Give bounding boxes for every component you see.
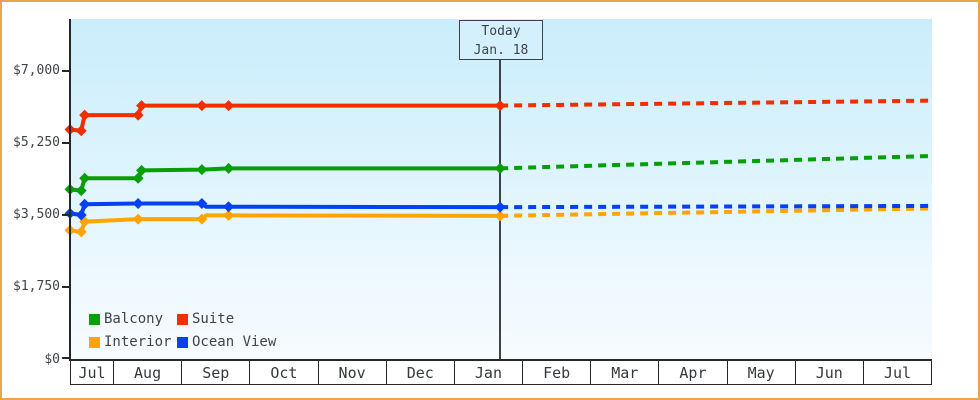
forecast-line-ocean-view [500, 203, 933, 210]
data-point-interior [132, 213, 144, 225]
data-point-interior [196, 213, 208, 225]
y-tick-mark [62, 69, 69, 72]
forecast-line-interior [500, 206, 933, 218]
legend-label: Interior [104, 334, 172, 350]
data-point-balcony [196, 164, 208, 176]
month-cell-feb: Feb [523, 361, 592, 384]
data-point-ocean-view [494, 201, 506, 213]
price-line-suite [69, 103, 501, 133]
data-point-interior [494, 210, 506, 222]
y-tick-mark [62, 214, 69, 216]
month-cell-jul: Jul [70, 361, 114, 384]
data-point-suite [196, 100, 208, 112]
legend-item-ocean-view: Ocean View [177, 334, 276, 350]
data-point-balcony [75, 185, 87, 197]
legend-label: Balcony [104, 311, 164, 327]
month-cell-jul-2: Jul [864, 361, 933, 384]
month-cell-oct: Oct [250, 361, 319, 384]
data-point-suite [136, 100, 148, 112]
x-axis-month-band: Jul Aug Sep Oct Nov Dec Jan Feb Mar Apr May Jun Jul [70, 359, 933, 385]
legend-swatch-icon [89, 336, 100, 348]
today-label: Today [481, 24, 521, 39]
data-point-suite [75, 125, 87, 137]
month-cell-nov: Nov [319, 361, 387, 384]
legend: Balcony Suite Interior Ocean View [89, 311, 276, 350]
legend-item-suite: Suite [177, 311, 276, 327]
month-cell-dec: Dec [387, 361, 455, 384]
month-cell-aug: Aug [114, 361, 183, 384]
data-point-balcony [494, 162, 506, 174]
data-point-ocean-view [223, 201, 235, 213]
y-tick-label: $0 [44, 351, 60, 367]
data-point-ocean-view [75, 209, 87, 221]
data-point-ocean-view [196, 197, 208, 209]
data-point-interior [223, 209, 235, 221]
today-date: Jan. 18 [473, 43, 529, 58]
month-cell-sep: Sep [182, 361, 251, 384]
y-tick-label: $7,000 [13, 62, 60, 78]
forecast-line-balcony [500, 153, 933, 171]
data-point-balcony [223, 162, 235, 174]
y-tick-mark [62, 141, 69, 144]
data-point-suite [132, 109, 144, 121]
y-tick-label: $5,250 [13, 134, 60, 150]
data-point-balcony [132, 172, 144, 184]
y-tick-label: $1,750 [13, 279, 60, 295]
data-point-suite [79, 109, 91, 121]
y-axis [69, 19, 71, 361]
y-tick-label: $3,500 [13, 207, 60, 222]
y-tick-mark [62, 357, 69, 359]
legend-swatch-icon [177, 313, 188, 325]
legend-swatch-icon [177, 336, 188, 348]
legend-label: Suite [192, 311, 235, 327]
data-point-interior [75, 226, 87, 238]
plot-area [71, 19, 932, 360]
forecast-line-suite [500, 98, 933, 108]
data-point-balcony [79, 172, 91, 184]
today-box: Today Jan. 18 [459, 20, 543, 60]
legend-item-interior: Interior [89, 334, 177, 350]
legend-item-balcony: Balcony [89, 311, 177, 327]
data-point-ocean-view [79, 198, 91, 210]
data-point-suite [223, 100, 235, 112]
legend-swatch-icon [89, 313, 100, 325]
data-point-suite [494, 100, 506, 112]
legend-label: Ocean View [192, 334, 277, 350]
month-cell-apr: Apr [659, 361, 728, 384]
month-cell-jan: Jan [455, 361, 524, 384]
data-point-ocean-view [132, 197, 144, 209]
month-cell-mar: Mar [591, 361, 660, 384]
y-tick-mark [62, 286, 69, 289]
data-point-balcony [136, 164, 148, 176]
month-cell-may: May [728, 361, 796, 384]
month-cell-jun: Jun [796, 361, 864, 384]
